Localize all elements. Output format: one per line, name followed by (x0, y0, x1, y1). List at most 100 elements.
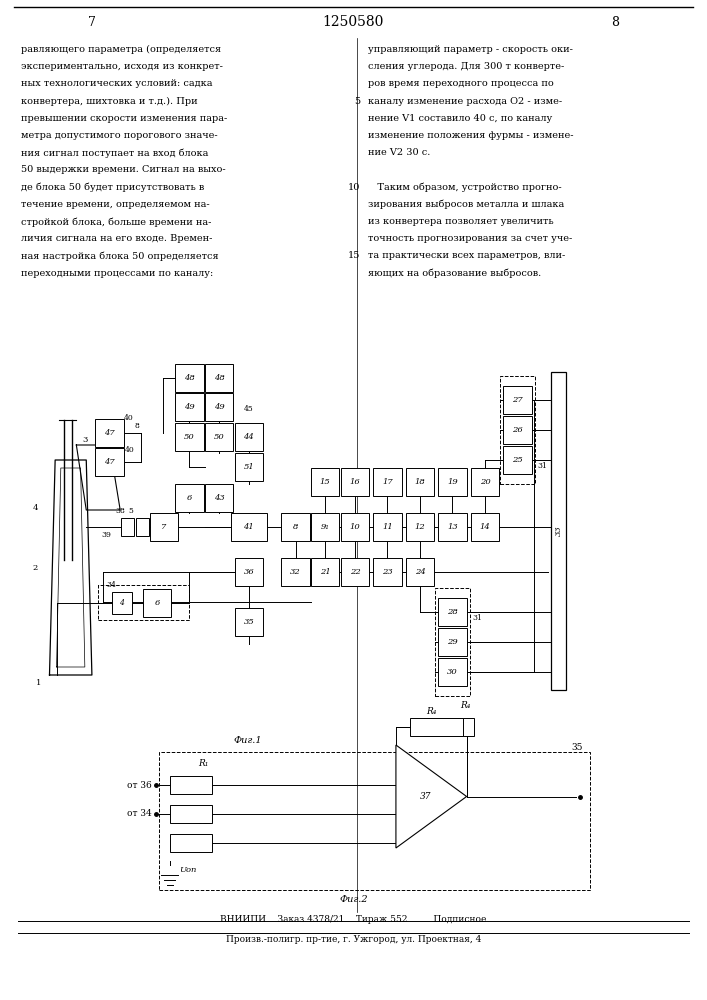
Text: ВНИИПИ    Заказ 4378/21    Тираж 552         Подписное: ВНИИПИ Заказ 4378/21 Тираж 552 Подписное (221, 915, 486, 924)
Bar (235, 608, 263, 636)
Bar (175, 423, 204, 451)
Text: 14: 14 (479, 523, 491, 531)
Bar (406, 468, 434, 496)
Bar (235, 558, 263, 586)
Text: 40: 40 (124, 446, 134, 454)
Text: каналу изменение расхода О2 - изме-: каналу изменение расхода О2 - изме- (368, 97, 562, 106)
Text: 39: 39 (101, 531, 111, 539)
Bar (551, 372, 566, 690)
Text: 8: 8 (135, 422, 139, 430)
Bar (205, 393, 233, 421)
Text: Произв.-полигр. пр-тие, г. Ужгород, ул. Проектная, 4: Произв.-полигр. пр-тие, г. Ужгород, ул. … (226, 935, 481, 944)
Text: 19: 19 (447, 478, 458, 486)
Text: 36: 36 (243, 568, 255, 576)
Text: 49: 49 (214, 403, 225, 411)
Text: 6: 6 (154, 599, 160, 607)
Bar (424, 718, 474, 736)
Bar (471, 468, 499, 496)
Bar (435, 588, 470, 696)
Text: личия сигнала на его входе. Времен-: личия сигнала на его входе. Времен- (21, 234, 213, 243)
Text: 43: 43 (214, 494, 225, 502)
Bar (98, 585, 189, 620)
Text: ная настройка блока 50 определяется: ная настройка блока 50 определяется (21, 251, 219, 261)
Text: та практически всех параметров, вли-: та практически всех параметров, вли- (368, 251, 565, 260)
Bar (341, 558, 369, 586)
Text: 8: 8 (611, 15, 619, 28)
Text: 29: 29 (447, 638, 458, 646)
Bar (281, 513, 310, 541)
Text: 48: 48 (214, 374, 225, 382)
Text: 51: 51 (243, 463, 255, 471)
Text: R₁: R₁ (198, 759, 209, 768)
Text: ние V2 30 с.: ние V2 30 с. (368, 148, 430, 157)
Text: ных технологических условий: садка: ных технологических условий: садка (21, 79, 213, 88)
Text: 50 выдержки времени. Сигнал на выхо-: 50 выдержки времени. Сигнал на выхо- (21, 165, 226, 174)
Text: 2: 2 (33, 564, 38, 572)
Text: 40: 40 (124, 414, 134, 422)
Text: R₄: R₄ (460, 701, 470, 710)
Bar (136, 518, 149, 536)
Text: переходными процессами по каналу:: переходными процессами по каналу: (21, 269, 214, 278)
Text: 7: 7 (161, 523, 167, 531)
Bar (373, 468, 402, 496)
Bar (235, 423, 263, 451)
Text: R₂: R₂ (198, 788, 209, 797)
Text: 47: 47 (104, 429, 115, 437)
Text: равляющего параметра (определяется: равляющего параметра (определяется (21, 45, 221, 54)
Text: 27: 27 (512, 396, 523, 404)
Bar (438, 598, 467, 626)
Text: де блока 50 будет присутствовать в: де блока 50 будет присутствовать в (21, 183, 204, 192)
Bar (406, 513, 434, 541)
Text: Таким образом, устройство прогно-: Таким образом, устройство прогно- (368, 183, 561, 192)
Bar (503, 386, 532, 414)
Text: 9₁: 9₁ (321, 523, 329, 531)
Text: 35: 35 (572, 743, 583, 752)
Text: 45: 45 (244, 405, 254, 413)
Text: 12: 12 (414, 523, 426, 531)
Text: 30: 30 (447, 668, 458, 676)
Text: 33: 33 (554, 526, 563, 536)
Bar (121, 518, 134, 536)
Text: 7: 7 (88, 15, 96, 28)
Text: ния сигнал поступает на вход блока: ния сигнал поступает на вход блока (21, 148, 209, 158)
Bar (438, 658, 467, 686)
Bar (438, 628, 467, 656)
Text: 31: 31 (472, 614, 482, 622)
Text: Фиг.1: Фиг.1 (233, 736, 262, 745)
Bar (500, 376, 535, 484)
Bar (503, 416, 532, 444)
Bar (438, 468, 467, 496)
Text: из конвертера позволяет увеличить: из конвертера позволяет увеличить (368, 217, 554, 226)
Bar (205, 423, 233, 451)
Text: 13: 13 (447, 523, 458, 531)
Text: 26: 26 (512, 426, 523, 434)
Text: Фиг.2: Фиг.2 (339, 895, 368, 904)
Text: 35: 35 (243, 618, 255, 626)
Text: 48: 48 (184, 374, 195, 382)
Text: стройкой блока, больше времени на-: стройкой блока, больше времени на- (21, 217, 211, 227)
Text: 20: 20 (479, 478, 491, 486)
Text: 34: 34 (106, 581, 116, 589)
Text: управляющий параметр - скорость оки-: управляющий параметр - скорость оки- (368, 45, 573, 54)
Text: 1: 1 (36, 679, 42, 687)
Bar (175, 364, 204, 392)
Text: нение V1 составило 40 с, по каналу: нение V1 составило 40 с, по каналу (368, 114, 552, 123)
Text: 50: 50 (184, 433, 195, 441)
Text: 15: 15 (320, 478, 331, 486)
Text: 25: 25 (512, 456, 523, 464)
Text: 44: 44 (243, 433, 255, 441)
Text: 23: 23 (382, 568, 393, 576)
Text: 50: 50 (214, 433, 225, 441)
Text: ров время переходного процесса по: ров время переходного процесса по (368, 79, 554, 88)
Text: 31: 31 (537, 462, 547, 470)
Text: 17: 17 (382, 478, 393, 486)
Bar (205, 484, 233, 512)
Text: 4: 4 (33, 504, 38, 512)
Bar (205, 364, 233, 392)
Bar (95, 448, 124, 476)
Bar (341, 513, 369, 541)
Bar (231, 513, 267, 541)
Text: 5: 5 (129, 507, 133, 515)
Text: 22: 22 (349, 568, 361, 576)
Text: 47: 47 (104, 458, 115, 466)
